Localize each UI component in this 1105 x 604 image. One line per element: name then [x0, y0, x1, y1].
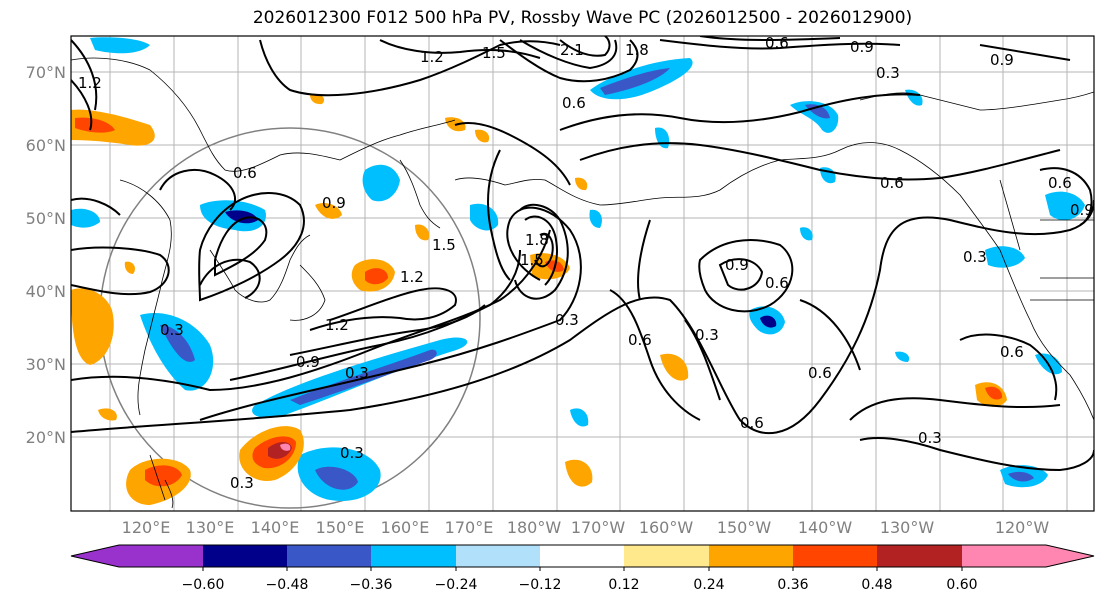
lat-label: 70°N: [26, 63, 66, 82]
pv-contours: [71, 36, 1094, 472]
colorbar-tick-label: 0.36: [777, 577, 808, 593]
contour-label: 1.2: [78, 74, 102, 92]
lat-label: 60°N: [26, 136, 66, 155]
contour-label: 0.9: [725, 256, 749, 274]
lon-label: 170°W: [571, 518, 626, 537]
lat-label: 20°N: [26, 428, 66, 447]
contour-label: 0.6: [562, 94, 586, 112]
contour-label: 0.6: [880, 174, 904, 192]
contour-label: 0.6: [1048, 174, 1072, 192]
contour-label: 1.2: [325, 316, 349, 334]
lon-label: 120°W: [995, 518, 1050, 537]
colorbar-outline: [70, 544, 1095, 568]
map-title: 2026012300 F012 500 hPa PV, Rossby Wave …: [252, 8, 913, 28]
colorbar: −0.60 −0.48 −0.36 −0.24 −0.12 0.12 0.24 …: [70, 544, 1095, 593]
contour-label: 1.8: [625, 41, 649, 59]
contour-label: 0.3: [340, 444, 364, 462]
contour-label: 0.6: [1000, 343, 1024, 361]
colorbar-tick-label: 0.12: [608, 577, 639, 593]
colorbar-tick-label: 0.48: [861, 577, 892, 593]
colorbar-segment: [287, 545, 371, 567]
lon-label: 180°W: [507, 518, 562, 537]
colorbar-segment: [540, 545, 624, 567]
contour-label: 0.6: [765, 274, 789, 292]
longitude-labels: 120°E 130°E 140°E 150°E 160°E 170°E 180°…: [122, 518, 1050, 537]
contour-label: 0.9: [850, 38, 874, 56]
contour-label: 0.9: [322, 194, 346, 212]
colorbar-right-extension: [1046, 545, 1094, 567]
colorbar-tick-label: 0.60: [946, 577, 977, 593]
colorbar-tick-label: −0.24: [435, 577, 478, 593]
contour-labels: 0.6 1.2 1.5 2.1 1.8 0.6 0.9 0.3 0.9 1.2 …: [78, 34, 1094, 492]
contour-label: 0.3: [876, 64, 900, 82]
contour-label: 0.3: [555, 311, 579, 329]
colorbar-segment: [793, 545, 877, 567]
contour-label: 1.8: [525, 231, 549, 249]
contour-label: 0.9: [296, 353, 320, 371]
colorbar-segment: [371, 545, 456, 567]
contour-label: 1.5: [432, 236, 456, 254]
lon-label: 150°W: [717, 518, 772, 537]
contour-label: 0.6: [628, 331, 652, 349]
contour-label: 0.3: [345, 364, 369, 382]
contour-label: 0.3: [230, 474, 254, 492]
latitude-labels: 70°N 60°N 50°N 40°N 30°N 20°N: [26, 63, 66, 447]
contour-label: 0.9: [990, 51, 1014, 69]
colorbar-segment: [624, 545, 709, 567]
contour-label: 0.3: [695, 326, 719, 344]
contour-label: 0.9: [1070, 201, 1094, 219]
contour-label: 0.6: [765, 34, 789, 52]
contour-label: 1.2: [420, 48, 444, 66]
lon-label: 160°W: [639, 518, 694, 537]
lat-label: 40°N: [26, 282, 66, 301]
lon-label: 120°E: [122, 518, 171, 537]
colorbar-tick-label: −0.12: [519, 577, 562, 593]
lat-label: 30°N: [26, 355, 66, 374]
colorbar-segment: [962, 545, 1046, 567]
coastlines: [71, 57, 1094, 509]
colorbar-segment: [709, 545, 793, 567]
colorbar-segment: [456, 545, 540, 567]
contour-label: 1.5: [520, 251, 544, 269]
colorbar-segment: [119, 545, 203, 567]
contour-label: 1.5: [482, 44, 506, 62]
map-border: [70, 35, 1095, 512]
contour-label: 1.2: [400, 268, 424, 286]
colorbar-tick-label: −0.60: [182, 577, 225, 593]
lon-label: 150°E: [316, 518, 365, 537]
lat-label: 50°N: [26, 209, 66, 228]
lon-label: 140°E: [251, 518, 300, 537]
lon-label: 170°E: [445, 518, 494, 537]
colorbar-tick-label: −0.36: [350, 577, 393, 593]
contour-label: 0.3: [963, 248, 987, 266]
gridlines: [71, 36, 1094, 511]
contour-label: 0.3: [160, 321, 184, 339]
colorbar-segment: [203, 545, 287, 567]
contour-label: 2.1: [560, 41, 584, 59]
colorbar-segment: [877, 545, 962, 567]
map-frame: [71, 36, 1094, 511]
negative-anomalies: [71, 37, 1085, 501]
contour-label: 0.6: [233, 164, 257, 182]
lon-label: 130°W: [880, 518, 935, 537]
contour-label: 0.6: [808, 364, 832, 382]
lon-label: 140°W: [798, 518, 853, 537]
lon-label: 160°E: [381, 518, 430, 537]
colorbar-tick-label: −0.48: [266, 577, 309, 593]
colorbar-tick-label: 0.24: [693, 577, 724, 593]
colorbar-left-extension: [71, 545, 119, 567]
contour-label: 0.6: [740, 414, 764, 432]
lon-label: 130°E: [186, 518, 235, 537]
contour-label: 0.3: [918, 429, 942, 447]
